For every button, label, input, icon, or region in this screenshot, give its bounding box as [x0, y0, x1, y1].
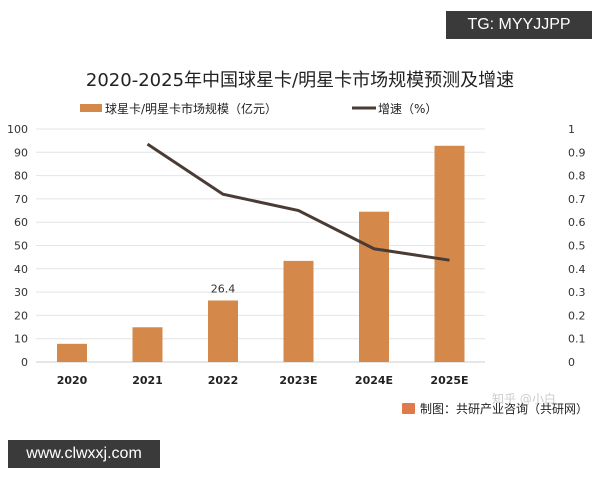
- right-tick-label: 0.4: [568, 263, 586, 276]
- left-tick-label: 20: [14, 309, 28, 322]
- legend-line-label: 增速（%）: [378, 102, 437, 116]
- source-text: 制图：共研产业咨询（共研网）: [420, 402, 589, 416]
- right-tick-label: 0.1: [568, 333, 586, 346]
- legend-bar-label: 球星卡/明星卡市场规模（亿元）: [105, 101, 277, 116]
- source-note: 制图：共研产业咨询（共研网）: [402, 400, 588, 417]
- site-watermark: www.clwxxj.com: [8, 440, 160, 468]
- left-tick-label: 90: [14, 146, 28, 159]
- right-tick-label: 0.9: [568, 146, 586, 159]
- x-tick-label: 2025E: [430, 374, 468, 387]
- left-tick-label: 0: [21, 356, 28, 369]
- x-tick-label: 2022: [208, 374, 239, 387]
- right-tick-label: 1: [568, 123, 575, 136]
- x-tick-label: 2020: [57, 374, 88, 387]
- bar-2020: [57, 343, 87, 362]
- bar-2021: [132, 327, 163, 362]
- bar-2025E: [434, 145, 465, 362]
- left-tick-label: 50: [14, 240, 28, 253]
- source-logo-icon: [402, 403, 415, 414]
- right-tick-label: 0.3: [568, 286, 586, 299]
- right-tick-label: 0.2: [568, 309, 586, 322]
- left-tick-label: 60: [14, 216, 28, 229]
- left-tick-label: 80: [14, 170, 28, 183]
- x-tick-label: 2021: [132, 374, 163, 387]
- right-tick-label: 0.7: [568, 193, 586, 206]
- bar-2023E: [283, 260, 314, 362]
- bar-2024E: [359, 211, 389, 362]
- legend-bar-swatch: [80, 104, 102, 112]
- right-tick-label: 0.6: [568, 216, 586, 229]
- bar-2022: [208, 300, 238, 362]
- growth-line: [146, 142, 450, 262]
- right-tick-label: 0: [568, 356, 575, 369]
- right-tick-label: 0.5: [568, 240, 586, 253]
- left-tick-label: 30: [14, 286, 28, 299]
- data-label: 26.4: [211, 282, 236, 295]
- zhihu-watermark: 知乎 @小白: [492, 392, 556, 406]
- left-tick-label: 100: [7, 123, 28, 136]
- left-tick-label: 70: [14, 193, 28, 206]
- chart-title: 2020-2025年中国球星卡/明星卡市场规模预测及增速: [85, 70, 515, 91]
- tg-watermark: TG: MYYJJPP: [446, 11, 592, 39]
- left-tick-label: 10: [14, 333, 28, 346]
- left-tick-label: 40: [14, 263, 28, 276]
- x-tick-label: 2024E: [355, 374, 393, 387]
- x-tick-label: 2023E: [279, 374, 317, 387]
- right-tick-label: 0.8: [568, 170, 586, 183]
